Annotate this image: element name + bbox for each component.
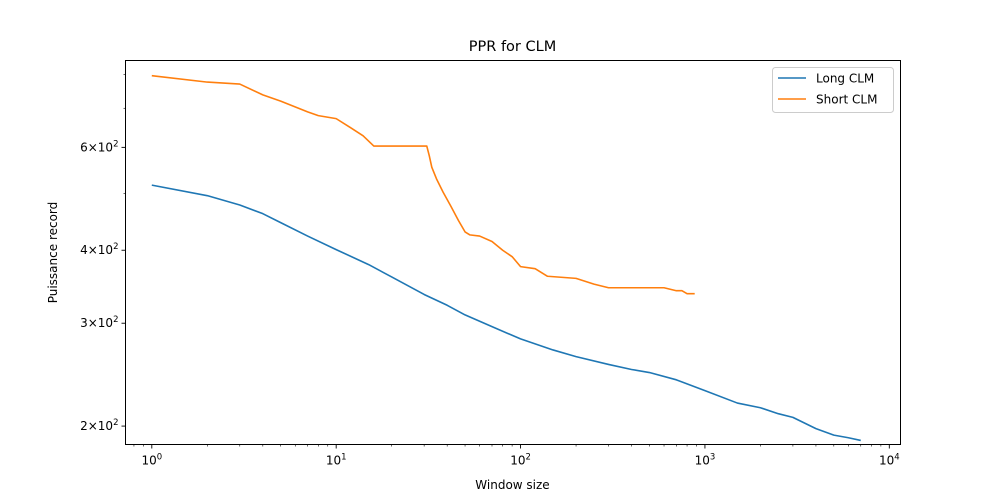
- plot-area: [125, 60, 901, 445]
- x-tick-label: 100: [141, 453, 162, 468]
- y-tick-label: 2×102: [80, 418, 118, 433]
- x-axis: 100 101 102 103 104: [133, 444, 900, 468]
- x-tick-label: 101: [326, 453, 347, 468]
- legend-label-long-clm: Long CLM: [816, 72, 874, 86]
- legend-items: Long CLM Short CLM: [778, 72, 877, 107]
- y-axis-label: Puissance record: [46, 202, 60, 304]
- plot-background: [125, 60, 901, 445]
- y-tick-label: 6×102: [80, 139, 118, 154]
- plot-frame: [125, 60, 901, 445]
- legend: Long CLM Short CLM: [772, 67, 894, 113]
- series-layer: [151, 74, 861, 442]
- y-tick-label: 4×102: [80, 242, 118, 257]
- x-tick-label: 104: [879, 453, 900, 468]
- y-axis: 2×102 3×102 4×102 6×102: [80, 74, 126, 433]
- chart-title: PPR for CLM: [469, 39, 556, 55]
- series-line-long-clm: [151, 184, 861, 442]
- series-line-short-clm: [151, 74, 695, 295]
- x-tick-label: 102: [510, 453, 531, 468]
- legend-label-short-clm: Short CLM: [816, 93, 877, 107]
- x-axis-label: Window size: [475, 478, 549, 492]
- y-tick-label: 3×102: [80, 315, 118, 330]
- x-tick-label: 103: [695, 453, 716, 468]
